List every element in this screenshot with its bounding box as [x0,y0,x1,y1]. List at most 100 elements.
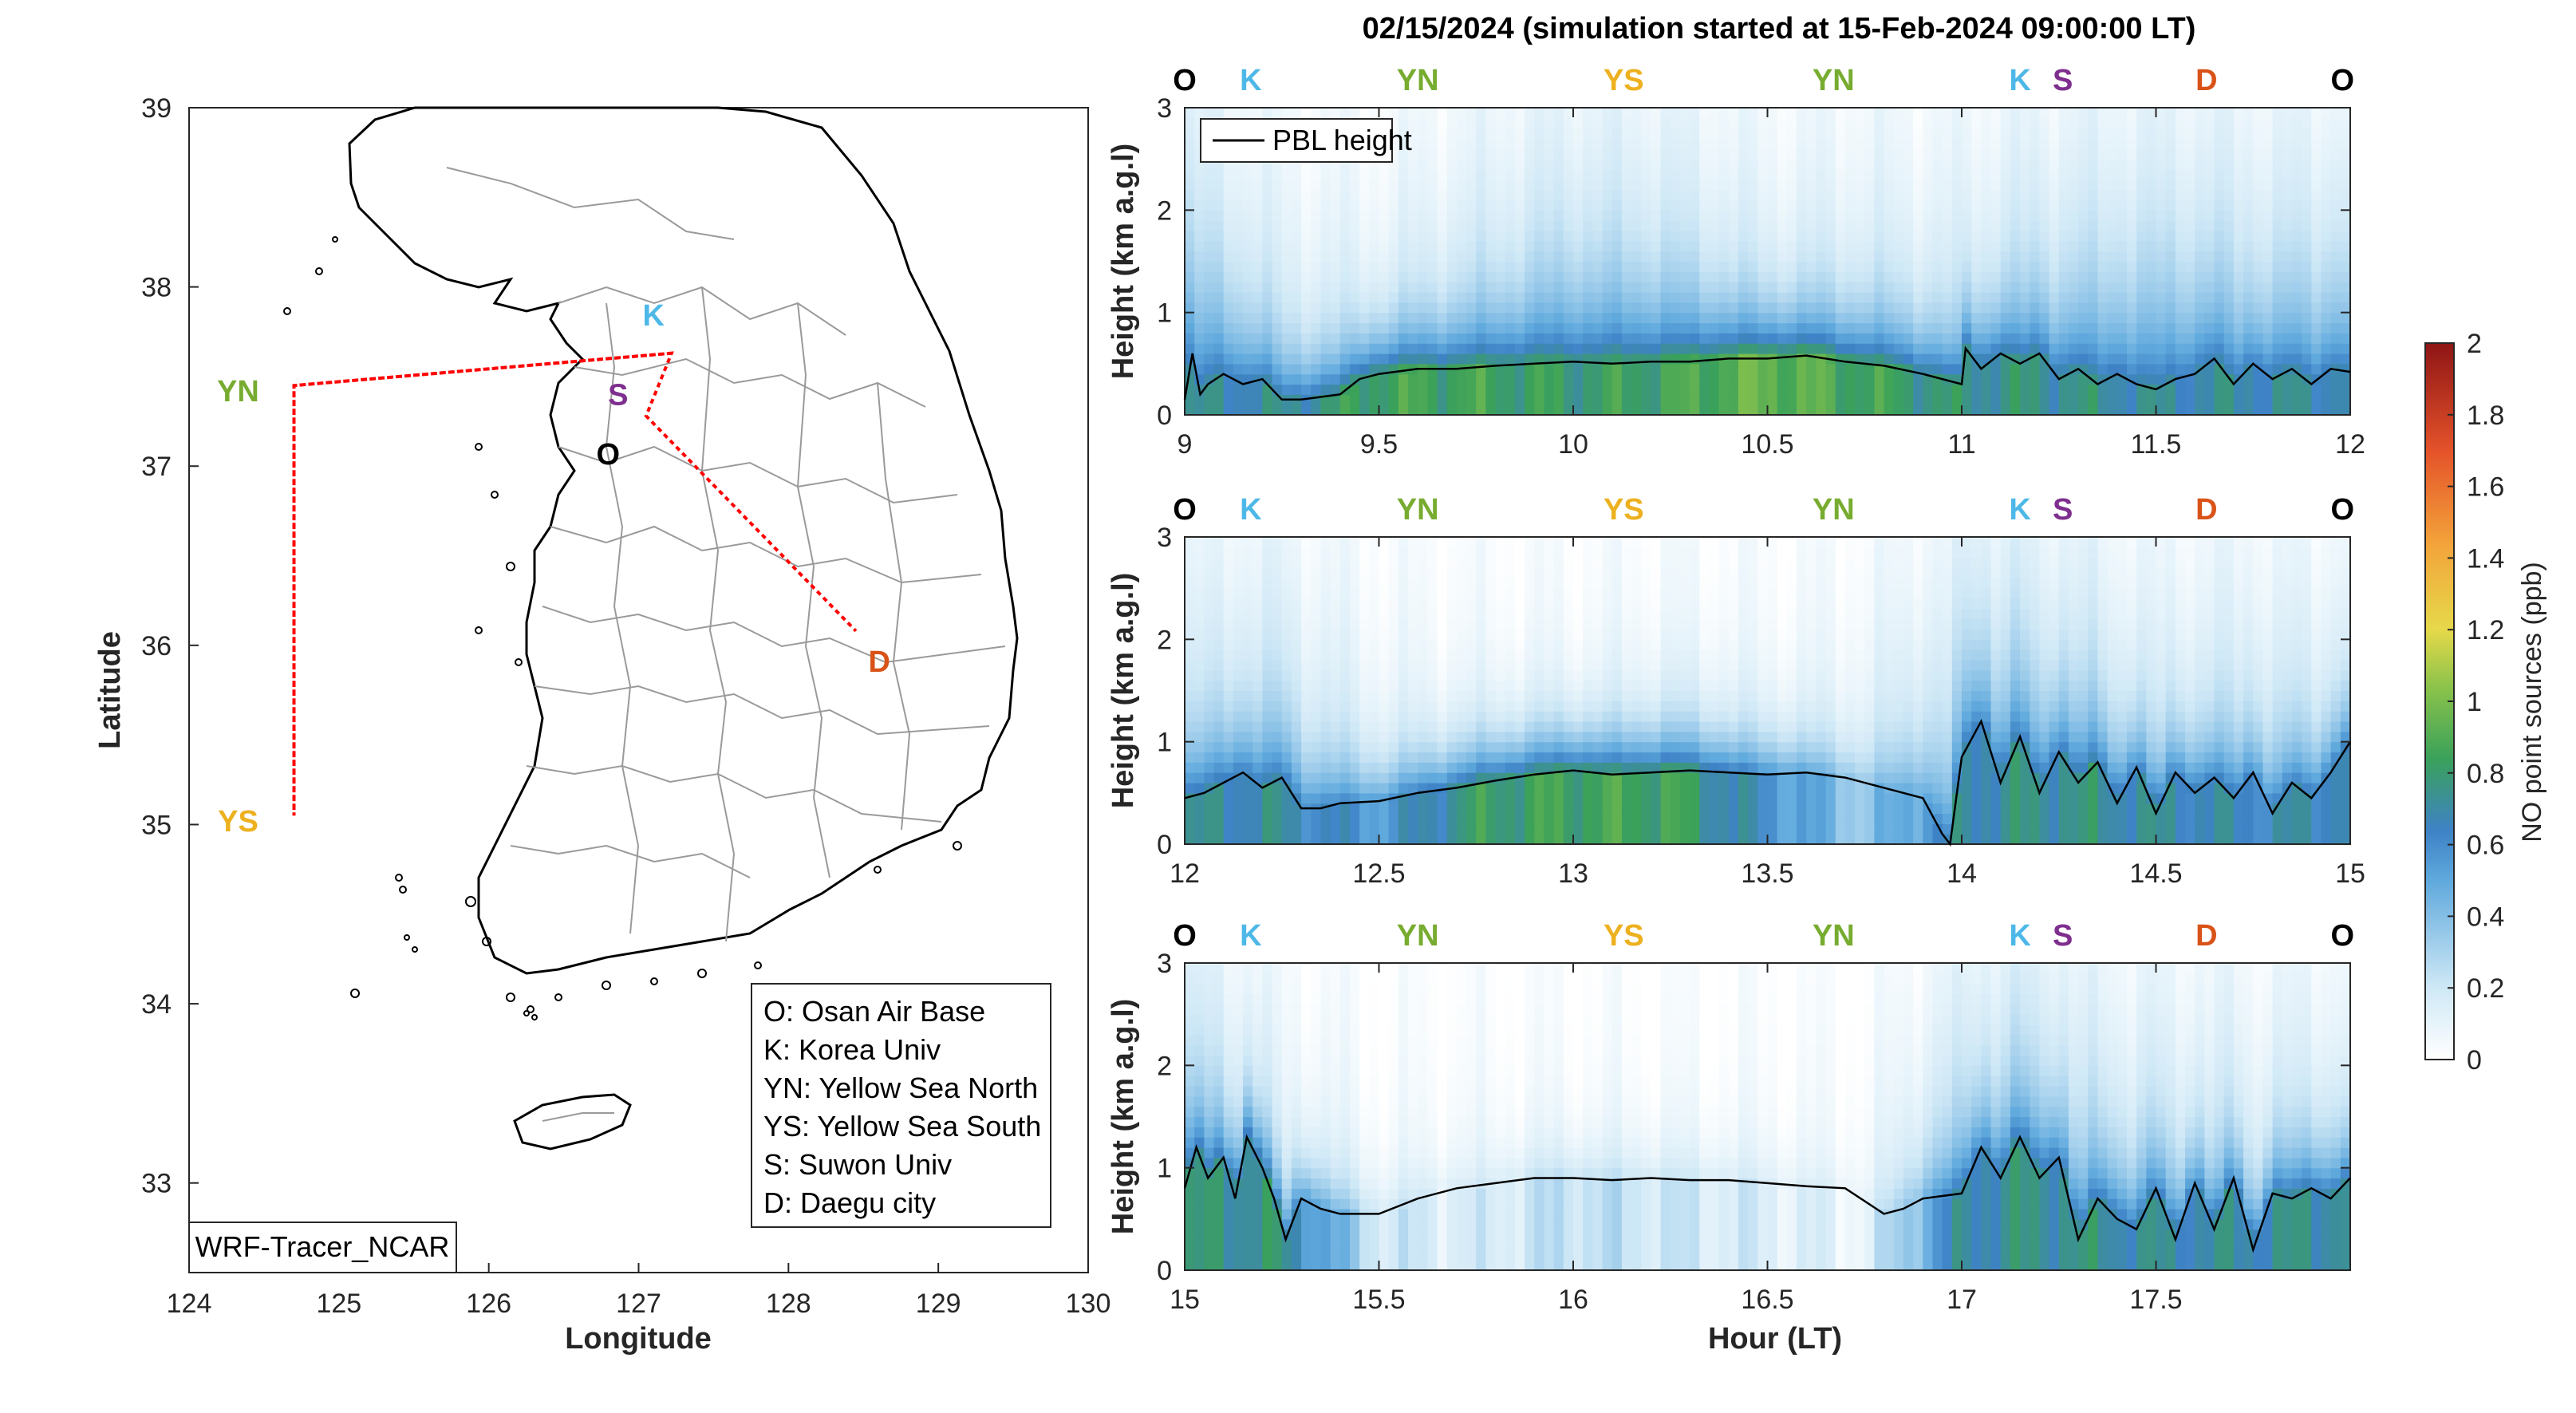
heatmap-cell [1641,292,1651,303]
heatmap-cell [2185,148,2195,160]
heatmap-cell [2253,251,2264,262]
heatmap-cell [1223,240,1234,252]
heatmap-cell [1485,813,1497,824]
heatmap-cell [2000,322,2011,334]
heatmap-cell [1485,220,1497,231]
heatmap-cell [1291,322,1302,334]
heatmap-cell [1786,282,1797,293]
heatmap-cell [1864,292,1876,303]
heatmap-cell [1311,199,1322,211]
heatmap-cell [1446,537,1458,548]
heatmap-cell [2272,148,2283,160]
heatmap-cell [1301,405,1312,416]
heatmap-cell [2165,220,2176,231]
heatmap-cell [1777,394,1788,405]
heatmap-cell [1563,639,1574,650]
heatmap-cell [2020,189,2030,201]
heatmap-cell [2136,210,2147,221]
heatmap-cell [1855,240,1865,252]
heatmap-cell [1262,608,1273,620]
heatmap-cell [1534,322,1545,334]
heatmap-cell [1320,680,1331,692]
heatmap-cell [1553,108,1564,119]
heatmap-cell [1272,220,1283,231]
heatmap-cell [1194,199,1205,211]
heatmap-cell [1844,199,1856,211]
heatmap-cell [1583,312,1593,324]
heatmap-cell [1923,169,1934,180]
heatmap-cell [2039,322,2050,334]
heatmap-cell [1611,261,1623,272]
heatmap-cell [2175,333,2186,344]
heatmap-cell [1349,680,1360,692]
heatmap-cell [1495,701,1506,712]
heatmap-cell [1797,231,1807,242]
heatmap-cell [1611,405,1623,416]
heatmap-cell [1418,834,1428,845]
heatmap-cell [2204,169,2215,180]
heatmap-cell [2243,271,2254,282]
heatmap-cell [2185,199,2195,211]
heatmap-cell [1757,405,1769,416]
heatmap-cell [1525,731,1535,743]
heatmap-cell [1330,261,1341,272]
heatmap-cell [2214,169,2225,180]
heatmap-cell [1185,711,1195,722]
heatmap-cell [1262,547,1273,558]
heatmap-cell [1553,261,1564,272]
heatmap-cell [1884,405,1895,416]
heatmap-cell [2000,138,2011,149]
heatmap-cell [2243,322,2254,334]
heatmap-cell [1330,660,1341,671]
heatmap-cell [1797,148,1807,160]
heatmap-cell [1981,405,1992,416]
heatmap-cell [1194,660,1205,671]
heatmap-cell [2262,282,2274,293]
heatmap-cell [1427,721,1438,732]
heatmap-cell [1408,701,1418,712]
heatmap-cell [1757,261,1769,272]
heatmap-cell [1505,752,1516,763]
heatmap-cell [1583,240,1593,252]
heatmap-cell [2156,302,2167,314]
heatmap-cell [1855,189,1865,201]
heatmap-cell [1418,567,1428,578]
heatmap-cell [1320,578,1331,589]
heatmap-cell [1942,251,1953,262]
heatmap-cell [2049,128,2060,140]
heatmap-cell [1262,312,1273,324]
heatmap-cell [1573,343,1584,354]
heatmap-cell [2185,353,2195,365]
heatmap-cell [1311,792,1322,804]
heatmap-cell [1951,333,1963,344]
heatmap-cell [2233,128,2244,140]
heatmap-cell [1252,363,1263,375]
heatmap-cell [1379,578,1390,589]
heatmap-cell [1844,251,1856,262]
heatmap-cell [1349,803,1360,815]
heatmap-cell [1932,148,1943,160]
heatmap-cell [1835,159,1846,170]
heatmap-cell [2020,282,2030,293]
heatmap-cell [1514,792,1525,804]
heatmap-cell [1786,189,1797,201]
heatmap-cell [2340,405,2351,416]
heatmap-cell [1339,537,1351,548]
heatmap-cell [1223,210,1234,221]
heatmap-cell [2330,384,2341,395]
heatmap-cell [1844,231,1856,242]
heatmap-cell [1631,117,1642,129]
heatmap-cell [1320,639,1331,650]
heatmap-cell [1855,333,1865,344]
heatmap-cell [2302,148,2312,160]
heatmap-cell [1728,394,1739,405]
heatmap-cell [1223,783,1234,794]
heatmap-cell [1514,629,1525,640]
heatmap-cell [1418,322,1428,334]
heatmap-cell [1699,240,1710,252]
heatmap-cell [1301,578,1312,589]
heatmap-cell [1592,159,1604,170]
heatmap-cell [2185,159,2195,170]
heatmap-cell [1602,128,1613,140]
